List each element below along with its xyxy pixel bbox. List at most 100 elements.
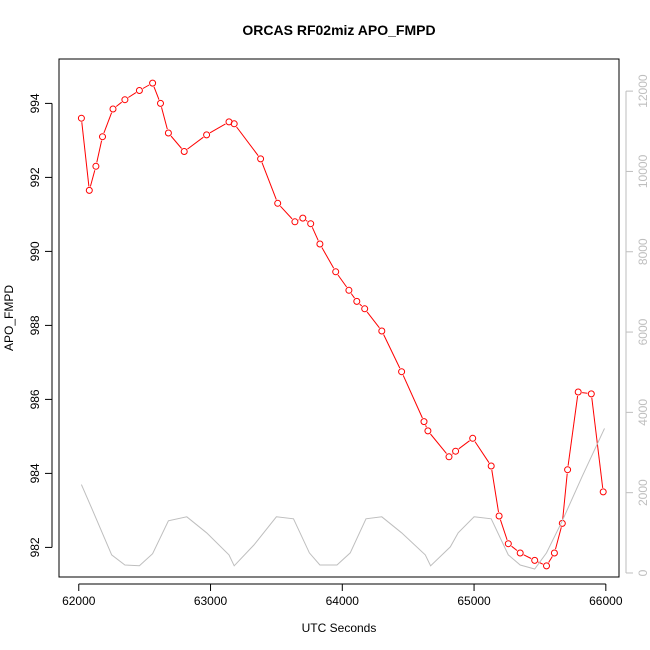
y-axis-label: APO_FMPD: [2, 285, 16, 351]
apo-data-point: [274, 199, 282, 207]
apo-series-segment: [321, 247, 335, 269]
x-tick-label: 62000: [62, 594, 96, 608]
apo-series-segment: [311, 227, 319, 241]
y2-tick-label: 2000: [636, 479, 650, 506]
chart-title: ORCAS RF02miz APO_FMPD: [242, 22, 435, 38]
apo-series-segment: [103, 112, 113, 134]
x-tick-label: 63000: [194, 594, 228, 608]
apo-data-point: [257, 155, 265, 163]
apo-data-point: [109, 105, 117, 113]
apo-data-point: [77, 114, 85, 122]
apo-series-segment: [337, 274, 348, 288]
y-tick-label: 982: [28, 537, 42, 557]
apo-series-segment: [81, 122, 90, 187]
y-tick-label: 988: [28, 315, 42, 335]
x-tick-label: 66000: [589, 594, 623, 608]
y-tick-label: 986: [28, 389, 42, 409]
apo-series-segment: [261, 162, 277, 200]
apo-data-point: [564, 466, 572, 474]
apo-data-point: [361, 305, 369, 313]
apo-series-segment: [153, 86, 160, 100]
apo-series-segment: [161, 107, 168, 130]
apo-series-segment: [425, 425, 427, 428]
apo-series-segment: [305, 219, 308, 222]
x-tick-label: 64000: [326, 594, 360, 608]
y-tick-label: 992: [28, 167, 42, 187]
apo-data-point: [345, 286, 353, 294]
apo-data-point: [469, 434, 477, 442]
x-tick-label: 65000: [457, 594, 491, 608]
apo-series-segment: [499, 519, 508, 541]
y-tick-label: 994: [28, 93, 42, 113]
apo-data-point: [574, 388, 582, 396]
apo-series-segment: [511, 545, 518, 551]
apo-series-segment: [128, 92, 137, 98]
apo-data-point: [445, 453, 453, 461]
y2-tick-label: 10000: [636, 154, 650, 188]
apo-data-point: [516, 549, 524, 557]
apo-data-point: [452, 447, 460, 455]
apo-data-point: [157, 99, 164, 107]
plot-frame: [58, 58, 620, 578]
apo-data-point: [543, 562, 550, 570]
apo-data-point: [487, 462, 495, 470]
apo-series-segment: [582, 392, 588, 394]
apo-data-point: [353, 297, 361, 305]
plot-layer: 62000 63000 64000 65000 66000 982 984 986 988 990…: [28, 74, 650, 608]
apo-data-point: [299, 214, 307, 222]
apo-series-segment: [491, 469, 499, 513]
apo-series-segment: [96, 140, 103, 163]
apo-series-segment: [555, 527, 562, 550]
apo-series-segment: [567, 395, 579, 466]
y2-tick-label: 8000: [636, 238, 650, 265]
apo-data-point: [531, 556, 539, 564]
y2-tick-label: 4000: [636, 399, 650, 426]
apo-series-segment: [89, 170, 96, 187]
apo-data-point: [99, 133, 106, 141]
apo-data-point: [424, 427, 432, 435]
apo-data-point: [180, 148, 188, 155]
apo-data-point: [504, 540, 512, 548]
y2-tick-label: 12000: [636, 74, 650, 108]
apo-data-point: [164, 129, 172, 137]
apo-data-point: [307, 220, 315, 228]
apo-series-segment: [115, 101, 123, 107]
apo-series-segment: [366, 311, 380, 329]
apo-series-segment: [350, 293, 355, 299]
apo-data-point: [398, 368, 406, 376]
apo-series-segment: [430, 433, 447, 454]
apo-series-segment: [458, 440, 470, 450]
apo-data-point: [587, 390, 595, 398]
apo-data-point: [203, 131, 211, 139]
apo-data-point: [135, 87, 143, 94]
apo-data-point: [599, 488, 607, 496]
apo-series-segment: [562, 473, 568, 520]
apo-series-segment: [170, 135, 182, 149]
altitude-series-line: [80, 428, 605, 570]
apo-series-segment: [474, 441, 490, 463]
apo-series-segment: [236, 126, 259, 157]
y-tick-label: 990: [28, 241, 42, 261]
apo-series-segment: [548, 556, 553, 563]
apo-data-point: [550, 549, 558, 557]
apo-series-segment: [359, 303, 363, 307]
apo-series-segment: [142, 84, 150, 89]
apo-data-point: [420, 418, 428, 426]
y2-tick-label: 6000: [636, 318, 650, 345]
apo-series-segment: [402, 375, 423, 419]
x-axis-label: UTC Seconds: [302, 621, 377, 635]
y2-tick-label: 0: [636, 569, 650, 576]
apo-series-segment: [187, 136, 204, 150]
apo-series-segment: [209, 123, 226, 134]
apo-data-point: [378, 327, 386, 335]
apo-data-point: [121, 96, 129, 104]
y-tick-label: 984: [28, 463, 42, 483]
apo-data-point: [332, 268, 340, 276]
apo-series-segment: [523, 554, 532, 559]
apo-data-point: [92, 162, 100, 170]
apo-data-point: [230, 120, 238, 128]
apo-data-point: [495, 512, 503, 520]
apo-series-segment: [280, 205, 293, 220]
apo-data-point: [291, 218, 299, 226]
